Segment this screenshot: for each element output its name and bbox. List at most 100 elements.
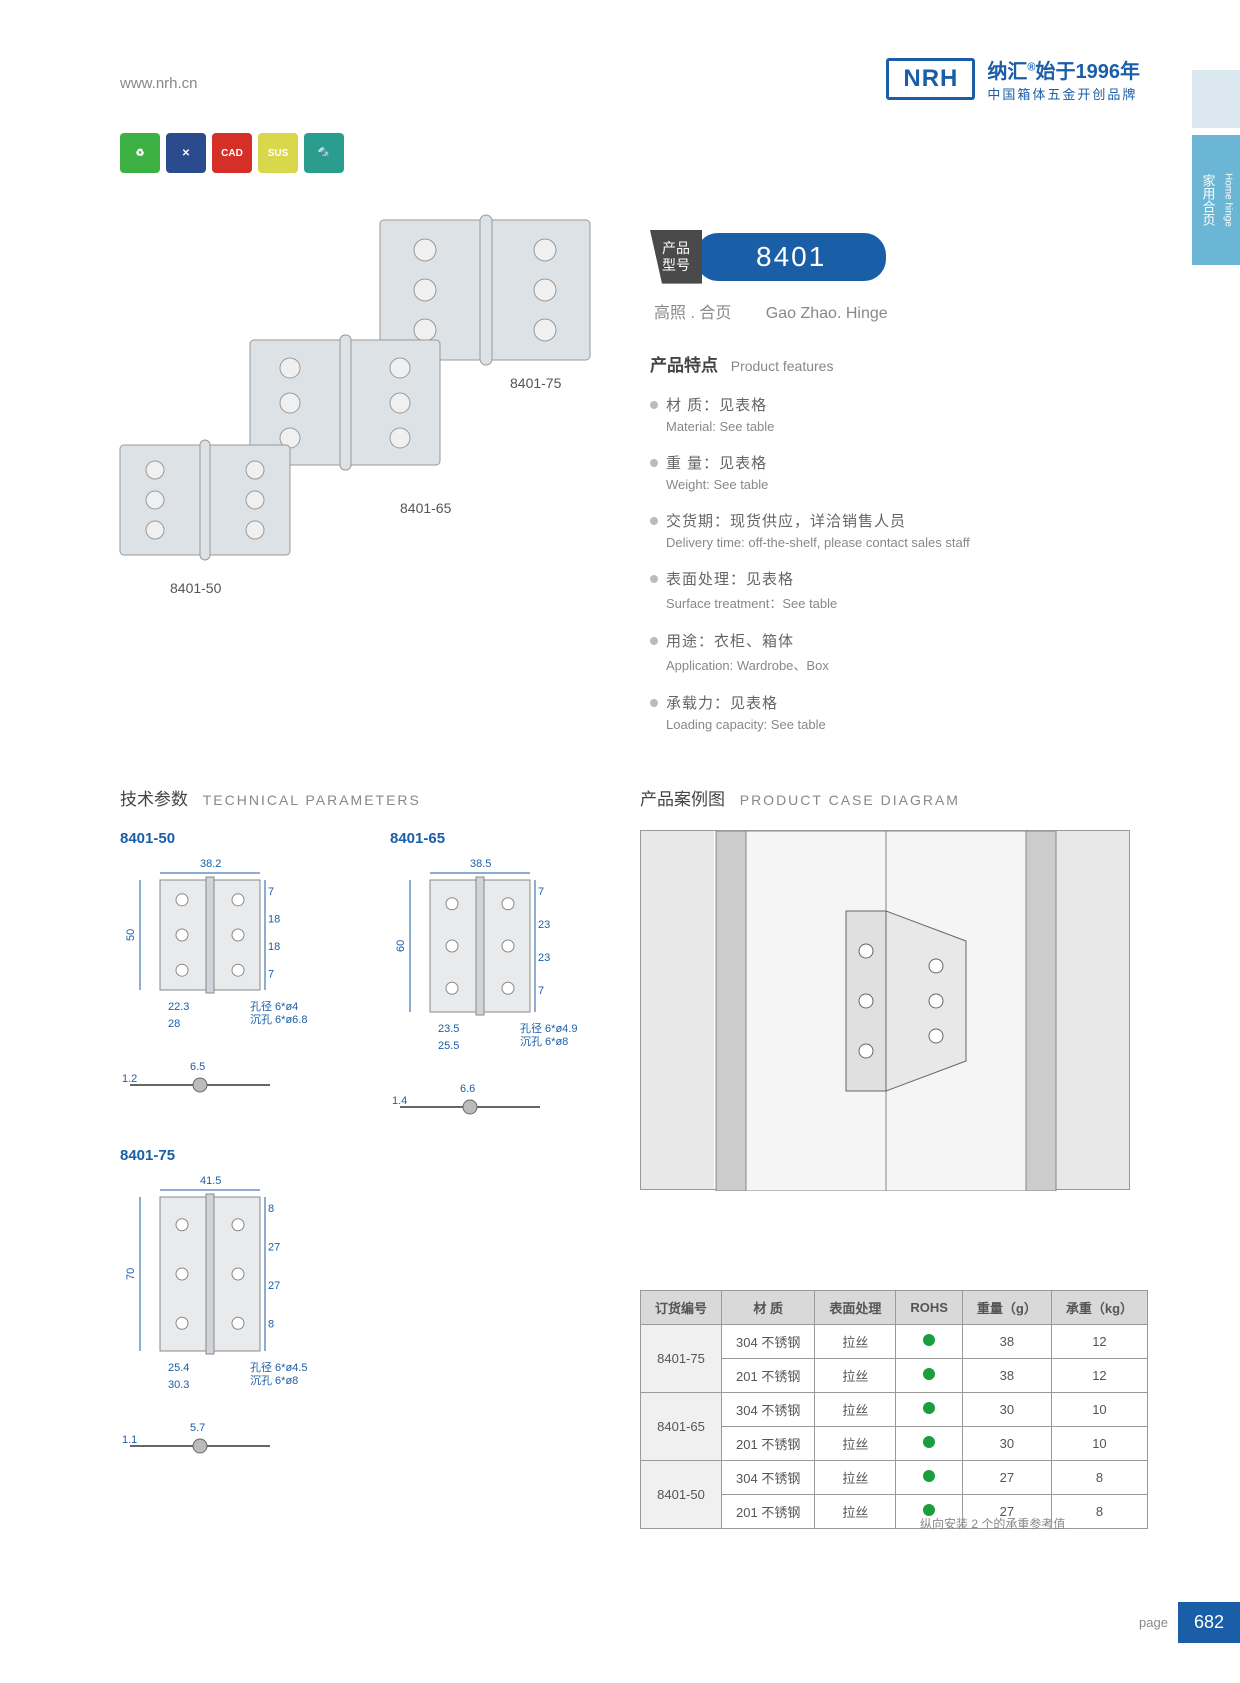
feature-item: 交货期：现货供应，详洽销售人员 Delivery time: off-the-sh… — [650, 510, 1140, 550]
svg-text:1.2: 1.2 — [122, 1073, 137, 1085]
svg-text:7: 7 — [538, 985, 544, 997]
case-title-cn: 产品案例图 — [640, 790, 725, 809]
cell: 拉丝 — [815, 1359, 896, 1393]
svg-text:沉孔 6*ø8: 沉孔 6*ø8 — [520, 1035, 568, 1048]
feature-en: Surface treatment：See table — [666, 593, 1140, 612]
diagram-side: 6.6 1.4 — [390, 1082, 560, 1122]
brand-tagline: 中国箱体五金开创品牌 — [987, 84, 1140, 103]
diagrams: 8401-50 38.2 50 718187 22.3 28 孔径 6*ø4 沉… — [120, 830, 610, 1466]
cell-rohs — [896, 1325, 963, 1359]
diagram-block: 8401-65 38.5 60 723237 23.5 25.5 孔径 6*ø4… — [390, 830, 610, 1127]
svg-text:70: 70 — [125, 1268, 137, 1280]
diagram-svg: 41.5 70 827278 25.4 30.3 孔径 6*ø4.5 沉孔 6*… — [120, 1172, 340, 1416]
feature-item: 表面处理：见表格Surface treatment：See table — [650, 568, 1140, 612]
svg-text:6.5: 6.5 — [190, 1061, 205, 1073]
cell: 304 不锈钢 — [722, 1393, 815, 1427]
svg-text:8: 8 — [268, 1319, 274, 1331]
cell: 201 不锈钢 — [722, 1359, 815, 1393]
svg-text:38.2: 38.2 — [200, 858, 221, 870]
svg-text:1.1: 1.1 — [122, 1434, 137, 1446]
cell: 304 不锈钢 — [722, 1325, 815, 1359]
cell-rohs — [896, 1427, 963, 1461]
svg-text:22.3: 22.3 — [168, 1001, 189, 1013]
diagram-label: 8401-50 — [120, 830, 340, 847]
badge-icon: ✕ — [166, 133, 206, 173]
diagram-svg: 38.5 60 723237 23.5 25.5 孔径 6*ø4.9 沉孔 6*… — [390, 855, 610, 1077]
diagram-side: 6.5 1.2 — [120, 1060, 290, 1100]
case-title: 产品案例图 PRODUCT CASE DIAGRAM — [640, 785, 1130, 810]
svg-text:沉孔 6*ø8: 沉孔 6*ø8 — [250, 1374, 298, 1387]
model-row: 产品 型号 8401 — [650, 230, 1140, 284]
cell: 12 — [1051, 1325, 1147, 1359]
brand-cn: 纳汇 — [987, 61, 1027, 83]
page-label: page — [1139, 1615, 1168, 1630]
feature-item: 材 质：见表格Material: See table — [650, 394, 1140, 434]
page-header: www.nrh.cn NRH 纳汇®始于1996年 中国箱体五金开创品牌 — [0, 0, 1240, 103]
hinge-illustration — [100, 210, 610, 590]
badge-icon: CAD — [212, 133, 252, 173]
side-tab-cn: 家用合页 — [1199, 174, 1218, 226]
cell: 30 — [962, 1393, 1051, 1427]
svg-text:6.6: 6.6 — [460, 1083, 475, 1095]
badge-icon: ♻ — [120, 133, 160, 173]
feature-en: Material: See table — [666, 419, 1140, 434]
subtitle-cn: 高照 . 合页 — [654, 305, 731, 322]
feature-item: 承载力：见表格Loading capacity: See table — [650, 692, 1140, 732]
cell: 38 — [962, 1325, 1051, 1359]
svg-text:1.4: 1.4 — [392, 1095, 407, 1107]
table-header: 材 质 — [722, 1291, 815, 1325]
cell-rohs — [896, 1393, 963, 1427]
cell: 38 — [962, 1359, 1051, 1393]
table-header: 重量（g） — [962, 1291, 1051, 1325]
svg-text:7: 7 — [268, 969, 274, 981]
diagram-svg: 38.2 50 718187 22.3 28 孔径 6*ø4 沉孔 6*ø6.8 — [120, 855, 340, 1055]
svg-text:41.5: 41.5 — [200, 1175, 221, 1187]
cell: 304 不锈钢 — [722, 1461, 815, 1495]
logo: NRH — [886, 58, 975, 100]
brand-year: 始于1996年 — [1036, 61, 1141, 83]
table-body: 8401-75304 不锈钢拉丝3812201 不锈钢拉丝38128401-65… — [641, 1325, 1148, 1529]
cell: 拉丝 — [815, 1393, 896, 1427]
case-section: 产品案例图 PRODUCT CASE DIAGRAM — [640, 785, 1130, 1190]
cell: 8 — [1051, 1461, 1147, 1495]
side-tab-icon — [1192, 70, 1240, 128]
svg-text:7: 7 — [538, 886, 544, 898]
subtitle-en: Gao Zhao. Hinge — [766, 305, 888, 322]
tech-section: 技术参数 TECHNICAL PARAMETERS 8401-50 38.2 5… — [120, 785, 610, 1466]
feature-item: 用途：衣柜、箱体Application: Wardrobe、Box — [650, 630, 1140, 674]
tech-title-en: TECHNICAL PARAMETERS — [203, 792, 421, 808]
feature-en: Application: Wardrobe、Box — [666, 655, 1140, 674]
model-subtitle: 高照 . 合页 Gao Zhao. Hinge — [650, 299, 1140, 323]
feature-cn: 承载力：见表格 — [666, 692, 1140, 713]
svg-text:60: 60 — [395, 940, 407, 952]
cell: 拉丝 — [815, 1427, 896, 1461]
feature-cn: 交货期：现货供应，详洽销售人员 — [666, 510, 1140, 531]
table-header: 承重（kg） — [1051, 1291, 1147, 1325]
badge-icon: 🔩 — [304, 133, 344, 173]
svg-text:8: 8 — [268, 1203, 274, 1215]
model-badge: 产品 型号 — [650, 230, 702, 284]
table-row: 8401-65304 不锈钢拉丝3010 — [641, 1393, 1148, 1427]
case-title-en: PRODUCT CASE DIAGRAM — [740, 792, 960, 808]
diagram-label: 8401-65 — [390, 830, 610, 847]
features-title-en: Product features — [731, 358, 834, 374]
case-diagram — [640, 830, 1130, 1190]
svg-text:25.5: 25.5 — [438, 1040, 459, 1052]
feature-en: Delivery time: off-the-shelf, please con… — [666, 535, 1140, 550]
features-title-cn: 产品特点 — [650, 356, 718, 375]
svg-text:27: 27 — [268, 1242, 280, 1254]
feature-en: Weight: See table — [666, 477, 1140, 492]
diagram-block: 8401-50 38.2 50 718187 22.3 28 孔径 6*ø4 沉… — [120, 830, 340, 1127]
svg-text:18: 18 — [268, 941, 280, 953]
cell: 10 — [1051, 1393, 1147, 1427]
svg-text:38.5: 38.5 — [470, 858, 491, 870]
table-header: 表面处理 — [815, 1291, 896, 1325]
brand-block: NRH 纳汇®始于1996年 中国箱体五金开创品牌 — [886, 55, 1140, 103]
feature-item: 重 量：见表格Weight: See table — [650, 452, 1140, 492]
label-8401-50: 8401-50 — [170, 580, 221, 596]
features-title: 产品特点 Product features — [650, 351, 1140, 376]
svg-text:7: 7 — [268, 886, 274, 898]
cell-rohs — [896, 1461, 963, 1495]
page-number: 682 — [1178, 1602, 1240, 1643]
svg-text:25.4: 25.4 — [168, 1362, 189, 1374]
